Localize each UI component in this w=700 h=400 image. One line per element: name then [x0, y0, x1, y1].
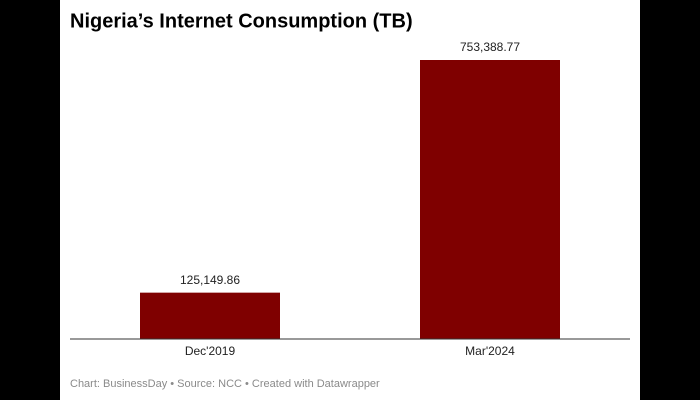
footer: Chart: BusinessDay • Source: NCC • Creat… [70, 378, 380, 390]
value-label: 753,388.77 [460, 40, 520, 54]
chart-title: Nigeria’s Internet Consumption (TB) [70, 10, 413, 32]
value-label: 125,149.86 [180, 273, 240, 287]
bar [420, 60, 560, 339]
bar [140, 292, 280, 339]
x-tick-label: Mar'2024 [465, 344, 515, 358]
x-tick-label: Dec'2019 [185, 344, 236, 358]
